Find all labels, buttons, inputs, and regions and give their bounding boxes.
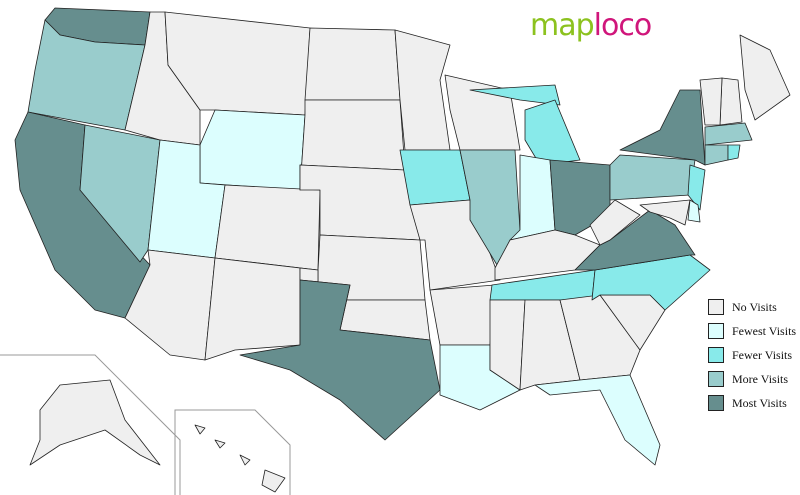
state-ia[interactable] bbox=[399, 149, 471, 206]
state-ms[interactable] bbox=[489, 299, 526, 391]
state-mi[interactable] bbox=[524, 99, 581, 166]
legend-item: Fewest Visits bbox=[708, 319, 796, 343]
legend-swatch bbox=[708, 299, 724, 315]
state-mn[interactable] bbox=[394, 29, 451, 151]
state-mi[interactable] bbox=[469, 84, 561, 106]
maploco-logo: maploco bbox=[530, 8, 652, 43]
legend-swatch bbox=[708, 395, 724, 411]
state-wy[interactable] bbox=[199, 109, 306, 191]
state-tx[interactable] bbox=[239, 279, 441, 441]
state-nj[interactable] bbox=[687, 164, 706, 211]
state-fl[interactable] bbox=[534, 374, 661, 466]
legend-label: No Visits bbox=[732, 299, 777, 314]
legend-item: Fewer Visits bbox=[708, 343, 796, 367]
state-md[interactable] bbox=[639, 199, 691, 226]
state-nv[interactable] bbox=[79, 124, 161, 263]
state-ma[interactable] bbox=[704, 122, 753, 146]
state-ri[interactable] bbox=[727, 144, 741, 161]
state-wi[interactable] bbox=[444, 74, 521, 151]
legend-item: More Visits bbox=[708, 367, 796, 391]
state-hi[interactable] bbox=[194, 424, 206, 435]
state-co[interactable] bbox=[214, 184, 321, 271]
legend-label: Fewest Visits bbox=[732, 323, 797, 338]
state-pa[interactable] bbox=[609, 154, 696, 201]
state-de[interactable] bbox=[687, 199, 701, 223]
legend-label: More Visits bbox=[732, 371, 789, 386]
state-ak[interactable] bbox=[29, 379, 161, 466]
state-nh[interactable] bbox=[719, 77, 743, 126]
legend-swatch bbox=[708, 323, 724, 339]
state-nd[interactable] bbox=[304, 27, 401, 101]
state-ny[interactable] bbox=[619, 89, 706, 166]
alaska-inset-border bbox=[0, 354, 181, 495]
state-vt[interactable] bbox=[699, 77, 723, 126]
state-hi[interactable] bbox=[214, 439, 226, 449]
state-wv[interactable] bbox=[589, 199, 641, 246]
state-ar[interactable] bbox=[429, 284, 496, 346]
legend: No Visits Fewest Visits Fewer Visits More V… bbox=[708, 295, 796, 415]
state-me[interactable] bbox=[739, 34, 791, 121]
legend-item: Most Visits bbox=[708, 391, 796, 415]
legend-label: Fewer Visits bbox=[732, 347, 793, 362]
state-nm[interactable] bbox=[204, 257, 301, 361]
legend-label: Most Visits bbox=[732, 395, 787, 410]
state-hi[interactable] bbox=[239, 454, 251, 466]
state-hi[interactable] bbox=[261, 469, 286, 493]
state-ky[interactable] bbox=[494, 229, 601, 281]
legend-item: No Visits bbox=[708, 295, 796, 319]
legend-swatch bbox=[708, 347, 724, 363]
state-ct[interactable] bbox=[704, 144, 729, 166]
hawaii-inset-border bbox=[174, 409, 291, 495]
legend-swatch bbox=[708, 371, 724, 387]
